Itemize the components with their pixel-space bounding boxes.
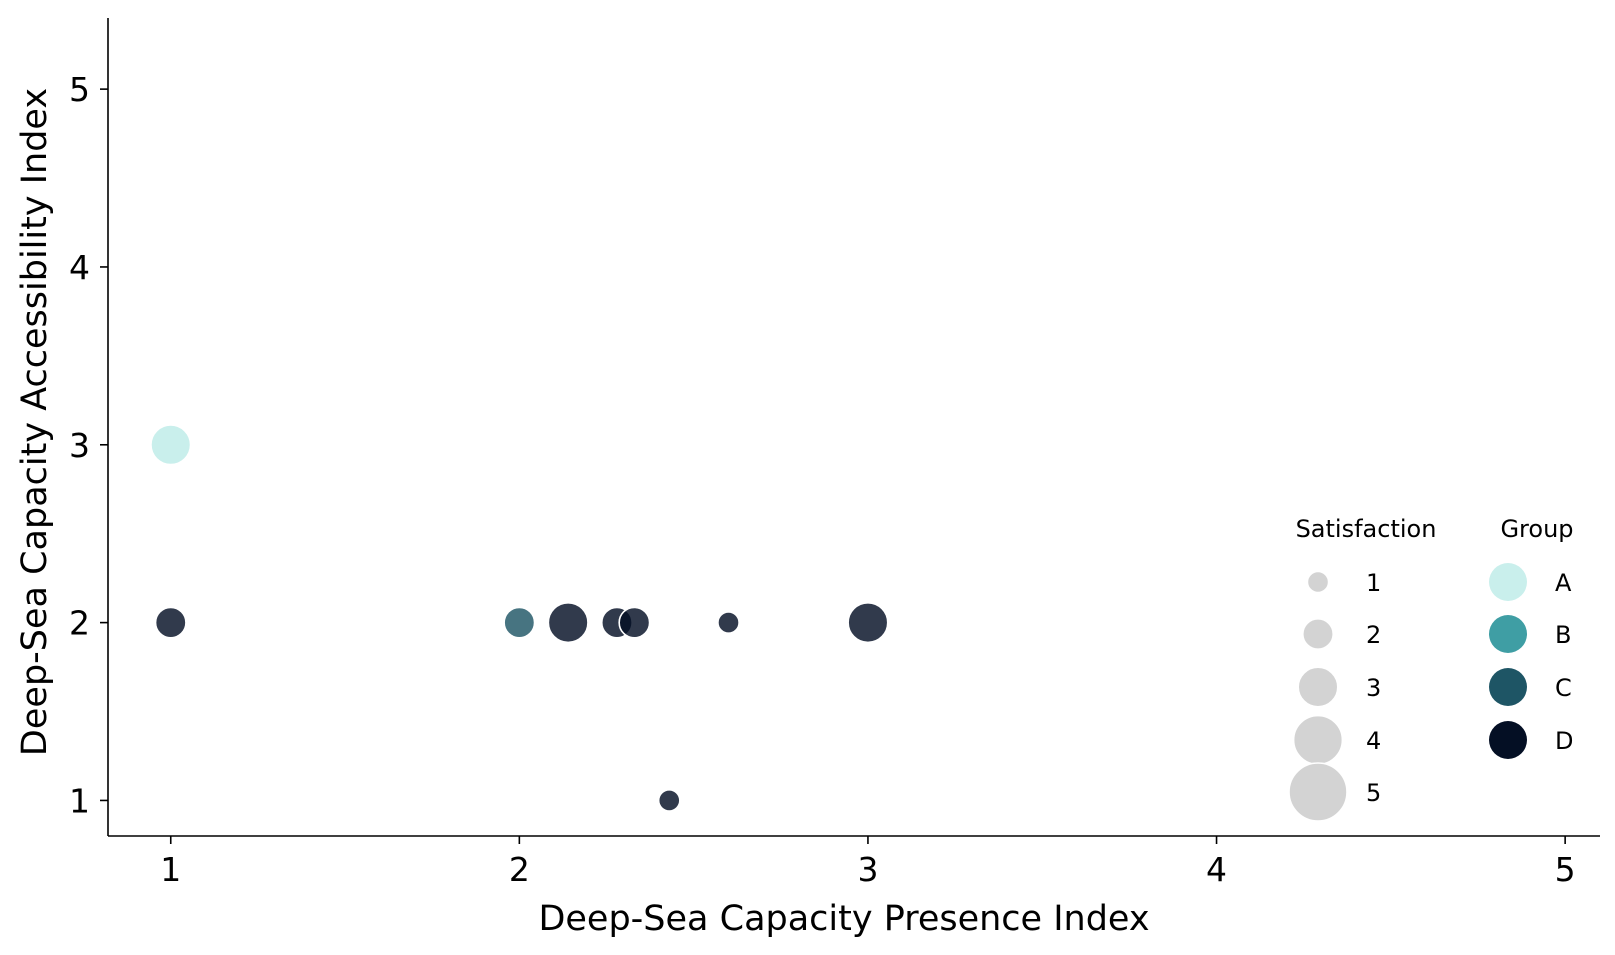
size-legend-label: 2	[1366, 621, 1381, 649]
y-tick-label: 5	[69, 70, 90, 109]
x-tick-label: 4	[1206, 850, 1227, 889]
size-legend-marker	[1297, 666, 1339, 708]
data-point	[847, 602, 889, 644]
group-legend-marker	[1489, 721, 1527, 759]
size-legend-marker	[1302, 617, 1335, 650]
data-point	[717, 611, 740, 635]
y-tick-label: 1	[69, 781, 90, 820]
size-legend-marker	[1306, 570, 1330, 594]
size-legend-label: 3	[1366, 674, 1381, 702]
size-legend-marker	[1292, 714, 1344, 766]
size-legend-title: Satisfaction	[1296, 515, 1437, 543]
group-legend-label: B	[1555, 621, 1571, 649]
group-legend-marker	[1489, 615, 1527, 653]
size-legend-marker	[1288, 762, 1348, 822]
size-legend-label: 5	[1366, 779, 1381, 807]
color-legend-title: Group	[1500, 515, 1573, 543]
x-tick-label: 2	[509, 850, 530, 889]
data-point	[503, 606, 536, 639]
y-tick-label: 2	[69, 604, 90, 643]
size-legend-label: 4	[1366, 727, 1381, 755]
y-axis-label: Deep-Sea Capacity Accessibility Index	[15, 88, 55, 756]
data-point	[618, 606, 651, 639]
x-tick-label: 5	[1555, 850, 1576, 889]
group-legend-label: D	[1555, 727, 1573, 755]
axes: 1 2 3 4 5 1 2 3 4 5	[69, 18, 1600, 889]
x-tick-label: 1	[160, 850, 181, 889]
y-tick-label: 3	[69, 426, 90, 465]
data-point	[547, 602, 589, 644]
group-legend-marker	[1489, 668, 1527, 706]
data-point	[154, 606, 187, 639]
group-legend-label: A	[1555, 569, 1572, 597]
x-axis-label: Deep-Sea Capacity Presence Index	[538, 899, 1149, 939]
y-tick-label: 4	[69, 248, 90, 287]
size-legend-label: 1	[1366, 569, 1381, 597]
data-point	[150, 424, 192, 466]
group-legend-label: C	[1555, 674, 1572, 702]
group-legend-marker	[1489, 563, 1527, 601]
x-tick-label: 3	[857, 850, 878, 889]
data-point	[657, 789, 681, 812]
points-layer	[150, 424, 889, 812]
